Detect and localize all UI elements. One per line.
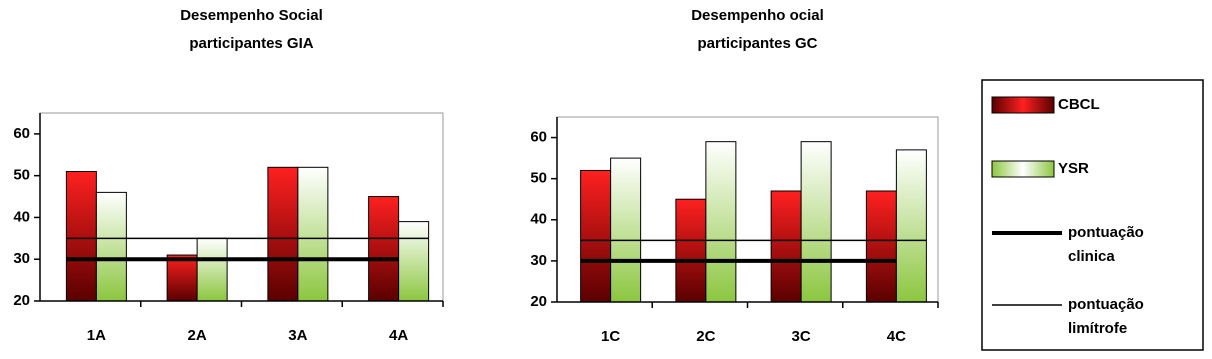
chart-title: participantes GC [697, 35, 817, 52]
x-tick-label: 1A [87, 327, 106, 344]
chart-title: participantes GIA [189, 35, 313, 52]
y-tick-label: 60 [13, 125, 30, 142]
legend-swatch [991, 96, 1055, 114]
legend-label: YSR [1058, 160, 1089, 177]
bar [267, 166, 299, 302]
chart-title: Desempenho ocial [691, 7, 824, 24]
y-tick-label: 30 [530, 252, 547, 269]
y-tick-label: 40 [13, 208, 30, 225]
y-tick-label: 20 [530, 293, 547, 310]
bar [95, 191, 127, 302]
y-tick-label: 30 [13, 250, 30, 267]
x-tick-label: 4C [887, 328, 906, 345]
chart-title: Desempenho Social [180, 7, 323, 24]
bar [368, 196, 400, 302]
y-tick-label: 40 [530, 211, 547, 228]
x-tick-label: 3C [792, 328, 811, 345]
x-tick-label: 2A [188, 327, 207, 344]
bar [65, 170, 97, 302]
bar [580, 169, 612, 303]
x-tick-label: 2C [696, 328, 715, 345]
bar [610, 157, 642, 303]
bar [770, 190, 802, 303]
legend-swatch [991, 160, 1055, 178]
y-tick-label: 60 [530, 129, 547, 146]
y-tick-label: 20 [13, 292, 30, 309]
bar [705, 141, 737, 303]
legend-label: pontuação limítrofe [1068, 296, 1144, 337]
legend-label: CBCL [1058, 96, 1100, 113]
bar [297, 166, 329, 302]
bar [398, 221, 430, 302]
y-tick-label: 50 [13, 167, 30, 184]
bar [166, 254, 198, 302]
y-tick-label: 50 [530, 170, 547, 187]
bar [865, 190, 897, 303]
x-tick-label: 4A [389, 327, 408, 344]
x-tick-label: 3A [288, 327, 307, 344]
bar [196, 237, 228, 302]
bar [675, 198, 707, 303]
bar [895, 149, 927, 303]
bar [800, 141, 832, 303]
x-tick-label: 1C [601, 328, 620, 345]
legend-label: pontuação clinica [1068, 224, 1144, 265]
